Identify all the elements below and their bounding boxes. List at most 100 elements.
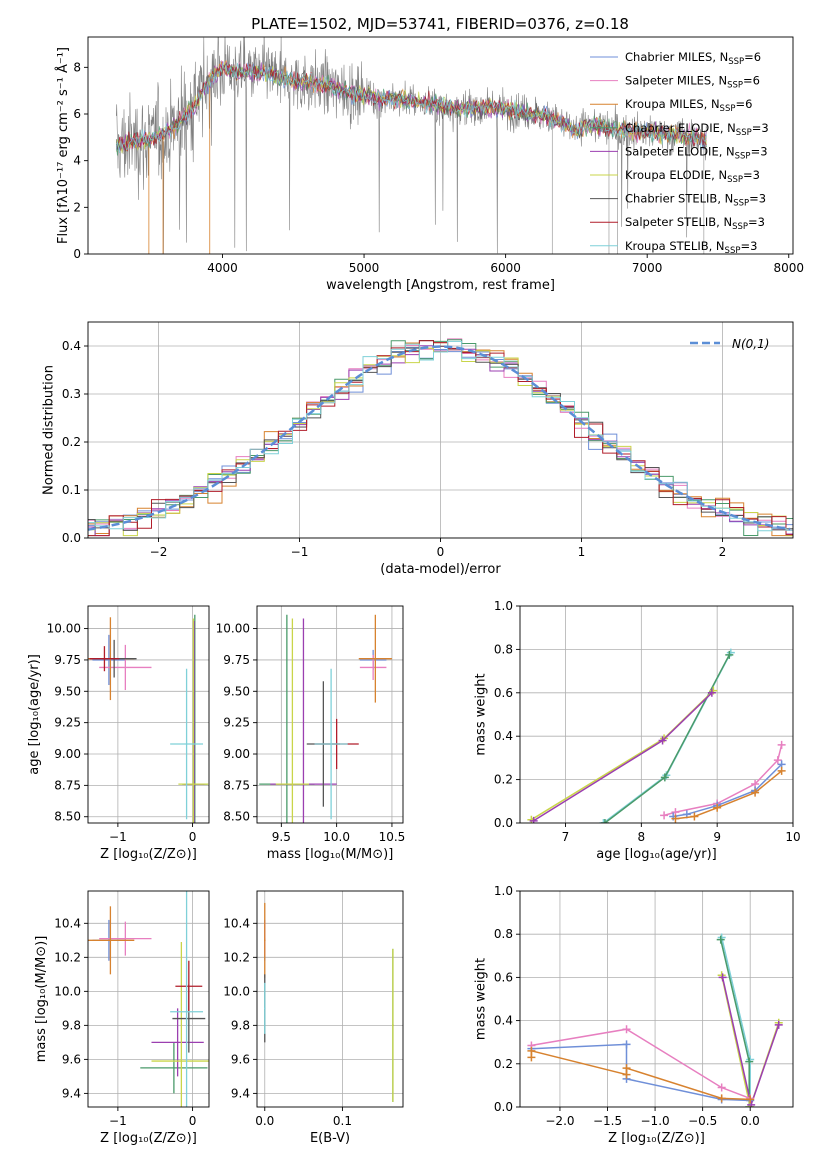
axes-frame bbox=[256, 890, 404, 1108]
y-tick-label: 9.00 bbox=[223, 747, 250, 761]
y-tick-label: 10.2 bbox=[54, 950, 81, 964]
y-tick-label: 0.3 bbox=[62, 387, 81, 401]
y-tick-label: 0.0 bbox=[494, 816, 513, 830]
plot-area bbox=[257, 606, 403, 823]
x-tick-label: 9.5 bbox=[272, 830, 291, 844]
weight-marker bbox=[622, 1064, 631, 1073]
x-axis-label: mass [log₁₀(M/M⊙)] bbox=[267, 847, 394, 862]
weight-marker bbox=[777, 740, 786, 749]
x-tick-label: 6000 bbox=[490, 261, 521, 275]
y-tick-label: 9.50 bbox=[223, 684, 250, 698]
legend-label: Chabrier MILES, NSSP=6 bbox=[625, 50, 761, 67]
x-tick-label: −1 bbox=[109, 1114, 127, 1128]
x-tick-label: −2 bbox=[150, 545, 168, 559]
legend-label: Kroupa MILES, NSSP=6 bbox=[625, 97, 752, 114]
x-tick-label: −1.5 bbox=[593, 1114, 622, 1128]
weight-marker bbox=[751, 788, 760, 797]
y-tick-label: 0.4 bbox=[494, 729, 513, 743]
y-tick-label: 0.0 bbox=[62, 531, 81, 545]
plot-area bbox=[257, 891, 403, 1107]
legend-label: Kroupa ELODIE, NSSP=3 bbox=[625, 168, 760, 185]
x-tick-label: 8000 bbox=[773, 261, 804, 275]
y-tick-label: 4 bbox=[73, 154, 81, 168]
weight-marker bbox=[747, 1100, 756, 1107]
y-tick-label: 8.50 bbox=[223, 810, 250, 824]
x-tick-label: 7000 bbox=[632, 261, 663, 275]
legend: Chabrier MILES, NSSP=6 Salpeter MILES, NS… bbox=[590, 50, 769, 256]
legend-label: Salpeter STELIB, NSSP=3 bbox=[625, 215, 765, 232]
x-tick-label: −1.0 bbox=[641, 1114, 670, 1128]
x-tick-label: 1 bbox=[578, 545, 586, 559]
y-axis-label: mass weight bbox=[473, 958, 488, 1040]
y-axis-label: age [log₁₀(age/yr)] bbox=[27, 654, 42, 775]
x-axis-label: wavelength [Angstrom, rest frame] bbox=[326, 278, 555, 293]
y-tick-label: 10.00 bbox=[47, 622, 81, 636]
y-tick-label: 0 bbox=[73, 247, 81, 261]
plot-area bbox=[520, 606, 793, 823]
chart-age_vs_mass: 9.5 10.0 10.5 8.50 8.75 9.00 9.25 9.50 9.75 10.00… bbox=[216, 605, 405, 862]
y-tick-label: 10.0 bbox=[223, 984, 250, 998]
y-axis-label: Flux [fλ10⁻¹⁷ erg cm⁻² s⁻¹ Å⁻¹] bbox=[55, 47, 71, 244]
y-tick-label: 9.4 bbox=[62, 1086, 81, 1100]
chart-weight_vs_Z: −2.0 −1.5 −1.0 −0.5 0.0 0.0 0.2 0.4 0.6 0.8 1.0 Z [… bbox=[473, 884, 794, 1146]
x-tick-label: 2 bbox=[719, 545, 727, 559]
y-axis-label: mass [log₁₀(M/M⊙)] bbox=[34, 936, 49, 1063]
y-tick-label: 10.4 bbox=[54, 916, 81, 930]
plot-area bbox=[115, 37, 707, 254]
gaussian-curve bbox=[88, 345, 791, 531]
weight-marker bbox=[660, 811, 669, 820]
x-tick-label: −0.5 bbox=[688, 1114, 717, 1128]
figure-title: PLATE=1502, MJD=53741, FIBERID=0376, z=0… bbox=[251, 15, 629, 33]
y-tick-label: 9.8 bbox=[62, 1018, 81, 1032]
chart-residuals: N(0,1) −2 −1 0 1 2 0.0 0.1 0.2 0.3 0.4 (data-model)… bbox=[41, 321, 794, 577]
x-tick-label: 0.1 bbox=[333, 1114, 352, 1128]
y-tick-label: 8.50 bbox=[54, 810, 81, 824]
y-tick-label: 0.6 bbox=[494, 970, 513, 984]
y-tick-label: 0.1 bbox=[62, 483, 81, 497]
y-tick-label: 0.8 bbox=[494, 927, 513, 941]
x-tick-label: 9 bbox=[713, 830, 721, 844]
legend-label: Kroupa STELIB, NSSP=3 bbox=[625, 239, 757, 256]
plot-area bbox=[88, 322, 793, 538]
weight-marker bbox=[660, 773, 669, 782]
x-tick-label: −1 bbox=[109, 830, 127, 844]
y-tick-label: 9.25 bbox=[54, 716, 81, 730]
y-tick-label: 8.75 bbox=[54, 778, 81, 792]
y-tick-label: 0.4 bbox=[62, 339, 81, 353]
x-tick-label: 7 bbox=[562, 830, 570, 844]
weight-marker bbox=[716, 935, 725, 944]
chart-spectrum: 4000 5000 6000 7000 8000 0 2 4 6 8 wavelength [Ang… bbox=[55, 36, 804, 293]
plot-area bbox=[88, 891, 209, 1107]
histogram-step bbox=[88, 340, 793, 532]
weight-marker bbox=[600, 819, 609, 823]
chart-mass_vs_EBV: 0.0 0.1 9.4 9.6 9.8 10.0 10.2 10.4 E(B-V) bbox=[223, 890, 404, 1146]
x-tick-label: 0 bbox=[189, 830, 197, 844]
x-tick-label: −1 bbox=[291, 545, 309, 559]
y-tick-label: 9.50 bbox=[54, 684, 81, 698]
weight-marker bbox=[707, 688, 716, 697]
weight-marker bbox=[773, 756, 782, 765]
y-tick-label: 9.00 bbox=[54, 747, 81, 761]
weight-marker bbox=[713, 803, 722, 812]
y-tick-label: 9.8 bbox=[231, 1018, 250, 1032]
legend-label: Chabrier ELODIE, NSSP=3 bbox=[625, 121, 769, 138]
x-axis-label: Z [log₁₀(Z/Z⊙)] bbox=[100, 847, 197, 862]
x-tick-label: 8 bbox=[638, 830, 646, 844]
weight-marker bbox=[777, 766, 786, 775]
y-tick-label: 8.75 bbox=[223, 778, 250, 792]
y-tick-label: 9.75 bbox=[223, 653, 250, 667]
y-tick-label: 10.0 bbox=[54, 984, 81, 998]
weight-marker bbox=[717, 1094, 726, 1103]
spectrum-model-line bbox=[115, 62, 707, 154]
weight-marker bbox=[745, 1057, 754, 1066]
weight-marker bbox=[527, 1046, 536, 1055]
y-tick-label: 0.2 bbox=[494, 773, 513, 787]
y-tick-label: 6 bbox=[73, 107, 81, 121]
legend-label: Salpeter ELODIE, NSSP=3 bbox=[625, 144, 768, 161]
axes-frame bbox=[519, 605, 794, 824]
y-tick-label: 1.0 bbox=[494, 599, 513, 613]
x-axis-label: age [log₁₀(age/yr)] bbox=[596, 847, 717, 862]
x-tick-label: 10.0 bbox=[323, 830, 350, 844]
legend-gaussian-label: N(0,1) bbox=[732, 337, 769, 351]
y-axis-label: mass weight bbox=[473, 673, 488, 755]
